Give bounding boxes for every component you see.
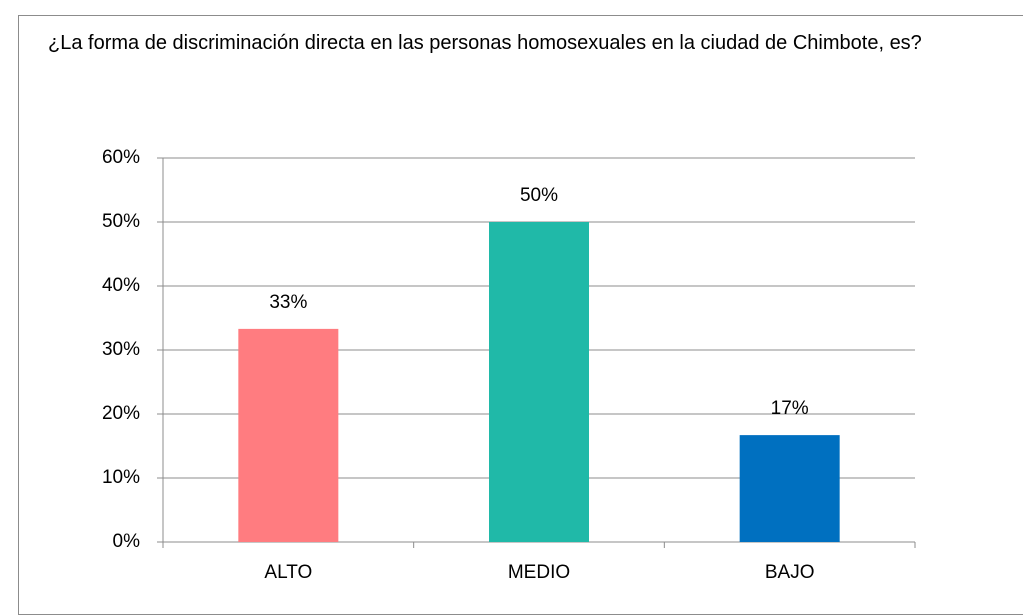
x-tick-label: BAJO <box>765 562 815 583</box>
bar <box>739 435 840 542</box>
y-tick-label: 20% <box>102 403 140 424</box>
y-tick-label: 30% <box>102 339 140 360</box>
bar <box>238 328 339 542</box>
value-label: 50% <box>520 185 558 206</box>
x-tick-label: ALTO <box>264 562 312 583</box>
chart-title: ¿La forma de discriminación directa en l… <box>48 32 922 54</box>
y-tick-label: 0% <box>113 531 141 552</box>
y-tick-label: 50% <box>102 211 140 232</box>
x-tick-label: MEDIO <box>508 562 570 583</box>
bar <box>489 222 589 542</box>
value-label: 17% <box>771 398 809 419</box>
value-label: 33% <box>269 292 307 313</box>
y-tick-label: 60% <box>102 147 140 168</box>
y-tick-label: 40% <box>102 275 140 296</box>
y-tick-label: 10% <box>102 467 140 488</box>
